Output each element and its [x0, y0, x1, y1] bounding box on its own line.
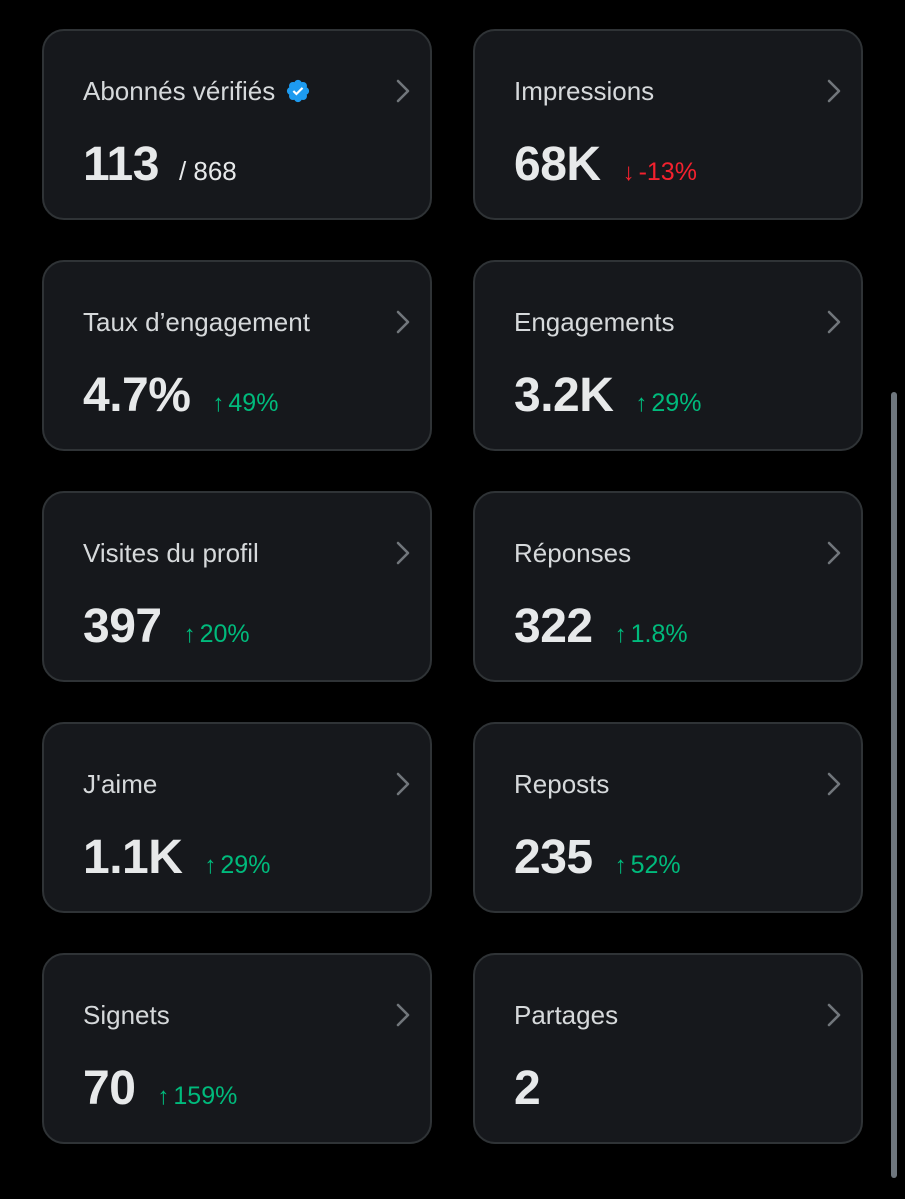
card-metric: 113 / 868	[83, 137, 237, 193]
metric-value: 2	[514, 1062, 541, 1115]
card-title-label: Taux d’engagement	[83, 307, 310, 337]
metric-delta: ↓ -13%	[623, 158, 697, 187]
card-title: Abonnés vérifiés	[83, 75, 311, 107]
card-engagement-rate[interactable]: Taux d’engagement 4.7% ↑ 49%	[42, 260, 432, 451]
metric-delta: ↑ 49%	[212, 389, 278, 418]
card-title-label: Visites du profil	[83, 538, 259, 568]
card-impressions[interactable]: Impressions 68K ↓ -13%	[473, 29, 863, 220]
card-title: Engagements	[514, 306, 674, 338]
card-title-label: Engagements	[514, 307, 675, 337]
metric-delta: ↑ 52%	[615, 851, 681, 880]
metric-total: / 868	[178, 156, 237, 186]
metric-delta: ↑ 29%	[635, 389, 701, 418]
scrollbar[interactable]	[891, 392, 897, 1178]
chevron-right-icon	[396, 541, 410, 565]
card-metric: 3.2K ↑ 29%	[514, 368, 701, 424]
card-title: Signets	[83, 999, 170, 1031]
card-title-label: Reposts	[514, 769, 610, 799]
card-bookmarks[interactable]: Signets 70 ↑ 159%	[42, 953, 432, 1144]
chevron-right-icon	[396, 1003, 410, 1027]
card-title-label: Réponses	[514, 538, 632, 568]
card-title: J'aime	[83, 768, 157, 800]
card-metric: 70 ↑ 159%	[83, 1061, 237, 1117]
metric-delta-value: 20%	[199, 620, 250, 648]
metric-value: 397	[83, 600, 162, 653]
verified-badge-icon	[287, 79, 310, 103]
card-metric: 68K ↓ -13%	[514, 137, 697, 193]
card-title-label: Impressions	[514, 76, 655, 106]
metric-delta-value: 1.8%	[630, 620, 688, 648]
card-engagements[interactable]: Engagements 3.2K ↑ 29%	[473, 260, 863, 451]
metric-delta: ↑ 29%	[204, 851, 270, 880]
metric-delta-value: 29%	[651, 389, 702, 417]
chevron-right-icon	[827, 79, 841, 103]
card-title: Impressions	[514, 75, 654, 107]
card-reposts[interactable]: Reposts 235 ↑ 52%	[473, 722, 863, 913]
metric-delta-value: 29%	[220, 851, 271, 879]
card-metric: 4.7% ↑ 49%	[83, 368, 278, 424]
metric-delta: ↑ 1.8%	[615, 620, 688, 649]
card-metric: 322 ↑ 1.8%	[514, 599, 688, 655]
chevron-right-icon	[396, 772, 410, 796]
card-replies[interactable]: Réponses 322 ↑ 1.8%	[473, 491, 863, 682]
chevron-right-icon	[396, 310, 410, 334]
arrow-up-icon: ↑	[614, 852, 627, 879]
card-shares[interactable]: Partages 2	[473, 953, 863, 1144]
arrow-up-icon: ↑	[635, 390, 648, 417]
chevron-right-icon	[827, 541, 841, 565]
metrics-grid: Abonnés vérifiés 113 / 868 Impressions 6…	[42, 29, 863, 1144]
metric-delta-value: 52%	[630, 851, 681, 879]
card-title: Reposts	[514, 768, 609, 800]
chevron-right-icon	[827, 310, 841, 334]
card-metric: 1.1K ↑ 29%	[83, 830, 270, 886]
card-title: Réponses	[514, 537, 631, 569]
arrow-up-icon: ↑	[183, 621, 196, 648]
chevron-right-icon	[396, 79, 410, 103]
card-title: Taux d’engagement	[83, 306, 310, 338]
card-metric: 2	[514, 1061, 541, 1117]
arrow-up-icon: ↑	[212, 390, 225, 417]
metric-value: 113	[83, 138, 159, 191]
metric-value: 3.2K	[514, 369, 614, 422]
card-title: Partages	[514, 999, 618, 1031]
chevron-right-icon	[827, 772, 841, 796]
metric-delta: ↑ 159%	[157, 1082, 237, 1111]
card-metric: 235 ↑ 52%	[514, 830, 681, 886]
metric-value: 322	[514, 600, 593, 653]
card-title-label: Signets	[83, 1000, 170, 1030]
card-likes[interactable]: J'aime 1.1K ↑ 29%	[42, 722, 432, 913]
metric-delta-value: 159%	[173, 1082, 238, 1110]
metric-delta: ↑ 20%	[184, 620, 250, 649]
card-metric: 397 ↑ 20%	[83, 599, 250, 655]
card-title-label: Partages	[514, 1000, 619, 1030]
metric-value: 235	[514, 831, 593, 884]
arrow-up-icon: ↑	[614, 621, 627, 648]
metric-value: 4.7%	[83, 369, 191, 422]
arrow-up-icon: ↑	[157, 1083, 170, 1110]
card-verified-followers[interactable]: Abonnés vérifiés 113 / 868	[42, 29, 432, 220]
metric-value: 68K	[514, 138, 601, 191]
card-title: Visites du profil	[83, 537, 259, 569]
metric-delta-value: 49%	[228, 389, 279, 417]
metric-value: 1.1K	[83, 831, 183, 884]
arrow-down-icon: ↓	[622, 159, 635, 186]
chevron-right-icon	[827, 1003, 841, 1027]
metric-delta-value: -13%	[638, 158, 697, 186]
card-title-label: J'aime	[83, 769, 158, 799]
arrow-up-icon: ↑	[204, 852, 217, 879]
metric-value: 70	[83, 1062, 136, 1115]
card-profile-visits[interactable]: Visites du profil 397 ↑ 20%	[42, 491, 432, 682]
card-title-label: Abonnés vérifiés	[83, 76, 276, 106]
